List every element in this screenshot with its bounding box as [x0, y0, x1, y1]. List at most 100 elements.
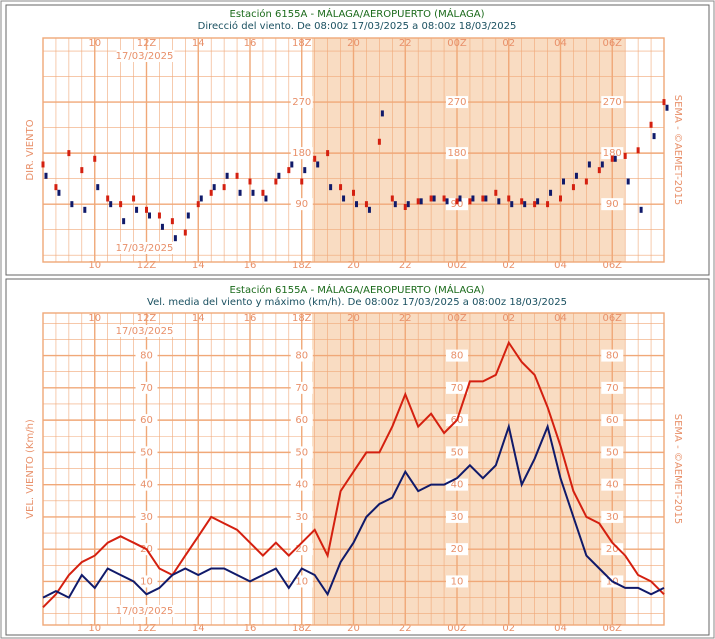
y-tick-label: 30 [606, 512, 619, 523]
date-label: 17/03/2025 [116, 326, 174, 337]
x-tick-label: 04 [554, 260, 567, 271]
x-tick-label: 12Z [137, 38, 157, 49]
label-backing [290, 147, 313, 160]
direction-point [442, 195, 446, 202]
night-band [312, 313, 626, 625]
direction-point [160, 223, 164, 230]
label-backing [601, 198, 624, 211]
direction-point [662, 99, 666, 106]
direction-point [613, 155, 617, 162]
x-tick-label: 06Z [602, 260, 622, 271]
x-tick-label: 20 [347, 313, 360, 324]
y-tick-label: 270 [447, 97, 466, 108]
x-tick-label: 16 [244, 623, 257, 634]
direction-point [41, 161, 45, 168]
label-backing [601, 381, 624, 394]
label-backing [446, 575, 468, 588]
label-backing [446, 147, 468, 160]
direction-point [248, 178, 252, 185]
direction-point [148, 212, 151, 219]
direction-point [329, 184, 333, 191]
y-tick-label: 50 [140, 447, 153, 458]
label-backing [290, 349, 313, 362]
direction-point [610, 155, 614, 162]
y-tick-label: 30 [451, 512, 464, 523]
direction-point [549, 189, 553, 196]
direction-point [119, 201, 123, 208]
panel-title: Estación 6155A - MÁLAGA/AEROPUERTO (MÁLA… [230, 7, 485, 20]
label-backing [290, 510, 313, 523]
direction-point [523, 201, 527, 208]
direction-point [600, 161, 604, 168]
direction-point [93, 155, 97, 162]
y-tick-label: 70 [295, 383, 308, 394]
night-band [312, 38, 626, 262]
x-tick-label: 00Z [447, 623, 467, 634]
direction-point [316, 161, 320, 168]
x-tick-label: 20 [347, 38, 360, 49]
date-label: 17/03/2025 [116, 606, 174, 617]
panel-subtitle: Direcció del viento. De 08:00z 17/03/202… [198, 20, 517, 32]
direction-point [520, 198, 524, 205]
direction-point [225, 172, 229, 179]
x-tick-label: 06Z [602, 313, 622, 324]
x-tick-label: 12Z [137, 260, 157, 271]
x-tick-label: 06Z [602, 623, 622, 634]
x-tick-label: 22 [399, 623, 412, 634]
direction-point [533, 201, 537, 208]
label-backing [290, 414, 313, 427]
y-tick-label: 70 [606, 383, 619, 394]
direction-point [536, 198, 540, 205]
direction-point [432, 195, 436, 202]
direction-point [122, 218, 126, 225]
direction-point [132, 195, 136, 202]
label-backing [446, 96, 468, 109]
x-tick-label: 18Z [292, 623, 312, 634]
y-axis-label: VEL. VIENTO (Km/h) [25, 419, 36, 519]
x-tick-label: 02 [502, 623, 515, 634]
direction-point [80, 167, 84, 174]
label-backing [601, 510, 624, 523]
date-label: 17/03/2025 [116, 51, 174, 62]
direction-point [468, 198, 472, 205]
x-tick-label: 06Z [602, 38, 622, 49]
x-tick-label: 16 [244, 260, 257, 271]
direction-point [571, 184, 575, 191]
y-tick-label: 40 [295, 480, 308, 491]
x-tick-label: 18Z [292, 313, 312, 324]
label-backing [601, 96, 624, 109]
x-tick-label: 18Z [292, 260, 312, 271]
direction-point [623, 152, 627, 159]
direction-point [238, 189, 242, 196]
direction-point [377, 138, 381, 145]
x-tick-label: 22 [399, 38, 412, 49]
direction-point [196, 201, 200, 208]
direction-point [497, 198, 501, 205]
y-tick-label: 60 [140, 415, 153, 426]
x-tick-label: 20 [347, 623, 360, 634]
direction-point [429, 195, 433, 202]
y-tick-label: 180 [292, 148, 311, 159]
y-axis-label: DIR. VIENTO [25, 119, 36, 180]
direction-point [597, 167, 601, 174]
direction-point [562, 178, 565, 185]
y-tick-label: 40 [606, 480, 619, 491]
direction-point [406, 201, 410, 208]
x-tick-label: 10 [88, 38, 101, 49]
direction-point [455, 198, 459, 205]
direction-point [109, 201, 113, 208]
direction-point [135, 206, 139, 213]
direction-point [649, 121, 653, 128]
direction-point [183, 229, 187, 236]
x-tick-label: 14 [192, 38, 205, 49]
direction-point [510, 201, 514, 208]
direction-point [458, 195, 462, 202]
direction-point [507, 195, 511, 202]
direction-point [303, 167, 307, 174]
direction-point [367, 206, 371, 213]
direction-point [587, 161, 591, 168]
direction-point [313, 155, 317, 162]
panel-subtitle: Vel. media del viento y máximo (km/h). D… [147, 296, 567, 308]
label-backing [290, 198, 313, 211]
